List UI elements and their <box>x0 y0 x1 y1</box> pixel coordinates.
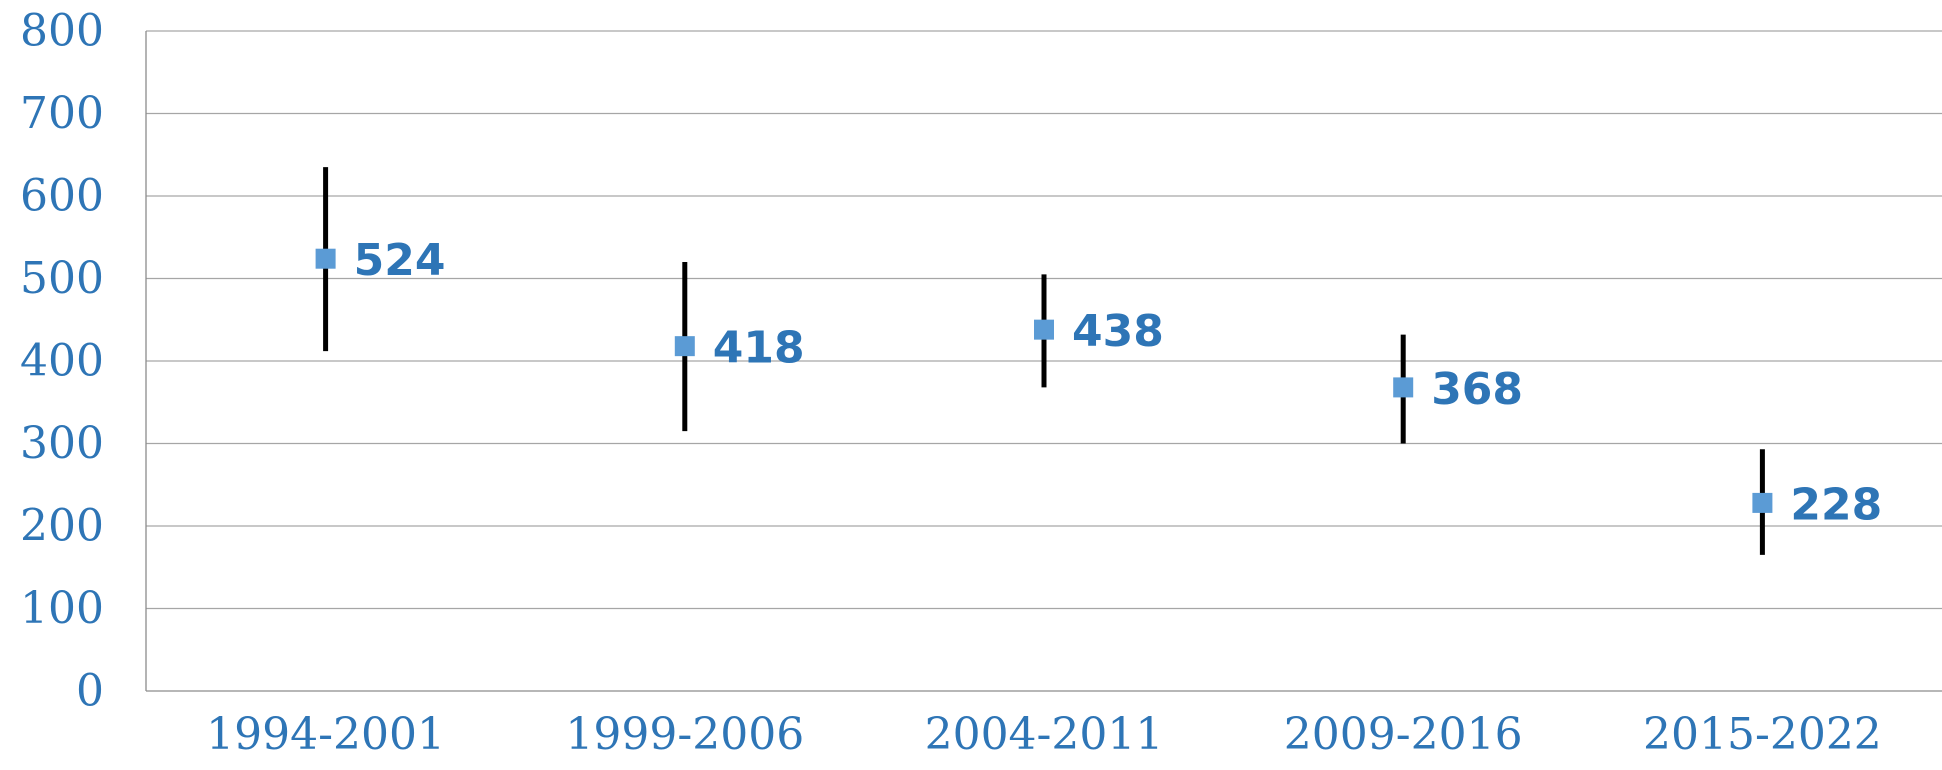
data-label: 368 <box>1431 364 1523 415</box>
data-points <box>315 248 1773 513</box>
data-point <box>674 336 695 357</box>
y-tick-label: 500 <box>20 253 104 304</box>
y-tick-label: 700 <box>20 88 104 139</box>
y-tick-label: 200 <box>20 501 104 552</box>
y-tick-label: 600 <box>20 171 104 222</box>
y-tick-label: 0 <box>76 666 104 717</box>
x-tick-label: 2009-2016 <box>1284 709 1523 760</box>
data-label: 228 <box>1790 479 1882 530</box>
data-point <box>315 248 336 269</box>
y-axis: 0 100 200 300 400 500 600 700 800 <box>20 6 147 717</box>
data-label: 524 <box>354 235 446 286</box>
data-point <box>1752 492 1773 513</box>
y-tick-label: 800 <box>20 6 104 57</box>
x-tick-label: 2015-2022 <box>1643 709 1882 760</box>
x-axis: 1994-2001 1999-2006 2004-2011 2009-2016 2015… <box>206 709 1882 760</box>
data-label: 418 <box>713 323 805 374</box>
data-label: 438 <box>1072 306 1164 357</box>
y-tick-label: 400 <box>20 336 104 387</box>
y-tick-label: 300 <box>20 418 104 469</box>
data-point <box>1393 377 1414 398</box>
data-point <box>1034 319 1054 340</box>
x-tick-label: 1994-2001 <box>206 709 445 760</box>
x-tick-label: 1999-2006 <box>565 709 804 760</box>
x-tick-label: 2004-2011 <box>925 709 1164 760</box>
data-labels: 524 418 438 368 228 <box>354 235 1883 530</box>
y-tick-label: 100 <box>20 583 104 634</box>
